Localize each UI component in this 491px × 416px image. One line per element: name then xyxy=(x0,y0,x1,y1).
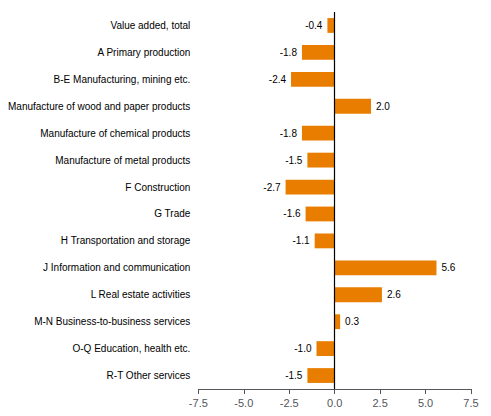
svg-text:-1.5: -1.5 xyxy=(285,155,303,166)
svg-text:-1.6: -1.6 xyxy=(283,208,301,219)
svg-text:-7.5: -7.5 xyxy=(189,397,208,409)
svg-text:-1.8: -1.8 xyxy=(280,128,298,139)
svg-text:L Real estate activities: L Real estate activities xyxy=(91,289,191,300)
svg-text:7.5: 7.5 xyxy=(463,397,478,409)
svg-text:-1.1: -1.1 xyxy=(292,235,310,246)
svg-text:M-N Business-to-business servi: M-N Business-to-business services xyxy=(34,316,190,327)
svg-text:0.3: 0.3 xyxy=(345,316,359,327)
svg-text:5.0: 5.0 xyxy=(418,397,433,409)
svg-text:R-T Other services: R-T Other services xyxy=(107,370,191,381)
svg-text:Manufacture of chemical produc: Manufacture of chemical products xyxy=(40,128,190,139)
svg-text:2.6: 2.6 xyxy=(387,289,401,300)
svg-text:F Construction: F Construction xyxy=(125,182,190,193)
svg-text:-2.5: -2.5 xyxy=(280,397,299,409)
svg-text:H Transportation and storage: H Transportation and storage xyxy=(61,235,191,246)
svg-text:-5.0: -5.0 xyxy=(234,397,253,409)
svg-text:5.6: 5.6 xyxy=(441,262,455,273)
svg-text:-1.8: -1.8 xyxy=(280,47,298,58)
svg-text:G Trade: G Trade xyxy=(154,208,191,219)
svg-text:O-Q Education, health etc.: O-Q Education, health etc. xyxy=(72,343,190,354)
svg-text:J Information and communicatio: J Information and communication xyxy=(43,262,190,273)
svg-text:0.0: 0.0 xyxy=(327,397,342,409)
svg-text:B-E Manufacturing, mining etc.: B-E Manufacturing, mining etc. xyxy=(54,74,191,85)
svg-text:2.5: 2.5 xyxy=(372,397,387,409)
svg-text:A Primary production: A Primary production xyxy=(98,47,191,58)
svg-text:-2.4: -2.4 xyxy=(269,74,287,85)
svg-text:Value added, total: Value added, total xyxy=(110,20,190,31)
svg-text:Manufacture of metal products: Manufacture of metal products xyxy=(55,155,190,166)
svg-text:-0.4: -0.4 xyxy=(305,20,323,31)
svg-text:2.0: 2.0 xyxy=(376,101,390,112)
svg-text:-2.7: -2.7 xyxy=(263,182,281,193)
svg-text:-1.0: -1.0 xyxy=(294,343,312,354)
svg-text:Manufacture of wood and paper: Manufacture of wood and paper products xyxy=(8,101,190,112)
svg-text:-1.5: -1.5 xyxy=(285,370,303,381)
